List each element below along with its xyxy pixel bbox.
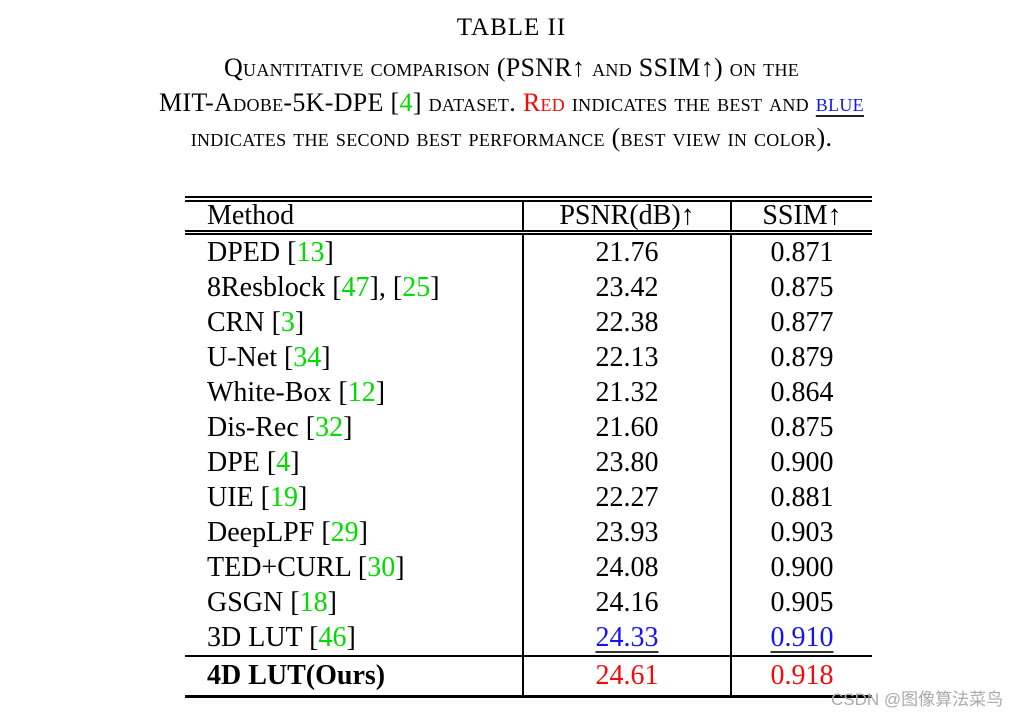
citation-number: 32 xyxy=(315,411,344,443)
psnr-cell: 21.76 xyxy=(522,232,732,270)
caption-red-text: Red xyxy=(522,88,566,117)
method-cell: CRN [3] xyxy=(207,306,305,338)
citation-number: 46 xyxy=(318,621,347,653)
header-ssim: SSIM↑ xyxy=(731,196,872,235)
table-row: DPE [4] 23.80 0.900 xyxy=(185,445,872,480)
method-cell: 4D LUT(Ours) xyxy=(185,655,523,698)
method-cell: TED+CURL [30] xyxy=(207,551,405,583)
citation-number: 34 xyxy=(293,341,322,373)
table-row: Dis-Rec [32] 21.60 0.875 xyxy=(185,410,872,445)
table-row: 8Resblock [47], [25] 23.42 0.875 xyxy=(185,270,872,305)
ssim-cell: 0.864 xyxy=(770,376,834,408)
citation-number: 3 xyxy=(280,306,295,338)
psnr-cell: 24.08 xyxy=(522,550,732,585)
psnr-cell: 24.16 xyxy=(522,585,732,620)
table-caption: Quantitative comparison (PSNR↑ and SSIM↑… xyxy=(0,50,1023,155)
psnr-cell: 22.38 xyxy=(522,305,732,340)
method-cell: Dis-Rec [32] xyxy=(207,411,353,443)
psnr-cell: 23.80 xyxy=(522,445,732,480)
method-cell: U-Net [34] xyxy=(207,341,331,373)
psnr-cell: 22.27 xyxy=(522,480,732,515)
method-cell: GSGN [18] xyxy=(207,586,337,618)
ssim-cell: 0.905 xyxy=(770,586,834,618)
ssim-cell: 0.881 xyxy=(770,481,834,513)
citation-number: 13 xyxy=(296,236,325,268)
table-row: CRN [3] 22.38 0.877 xyxy=(185,305,872,340)
table-row: UIE [19] 22.27 0.881 xyxy=(185,480,872,515)
caption-blue-text: blue xyxy=(815,88,864,117)
citation-number: 18 xyxy=(299,586,328,618)
table-row: White-Box [12] 21.32 0.864 xyxy=(185,375,872,410)
watermark: CSDN @图像算法菜鸟 xyxy=(831,690,1004,709)
ssim-cell: 0.900 xyxy=(770,446,834,478)
citation-number: 4 xyxy=(276,446,291,478)
header-psnr: PSNR(dB)↑ xyxy=(522,196,732,235)
citation-number: 47 xyxy=(341,271,370,303)
table-body: DPED [13] 21.76 0.871 8Resblock [47], [25] 2… xyxy=(185,232,872,698)
ssim-cell: 0.879 xyxy=(770,341,834,373)
table-row: DPED [13] 21.76 0.871 xyxy=(185,232,872,270)
citation-number: 29 xyxy=(330,516,359,548)
psnr-cell: 23.42 xyxy=(522,270,732,305)
ssim-cell: 0.871 xyxy=(770,236,834,268)
table-row: TED+CURL [30] 24.08 0.900 xyxy=(185,550,872,585)
psnr-cell: 21.32 xyxy=(522,375,732,410)
caption-line: indicates the second best performance (b… xyxy=(190,123,833,152)
psnr-cell: 23.93 xyxy=(522,515,732,550)
psnr-cell: 22.13 xyxy=(522,340,732,375)
caption-line: MIT-Adobe-5K-DPE [4] dataset. Red indica… xyxy=(159,88,864,117)
caption-green-text: 4 xyxy=(399,88,413,117)
table-row: 4D LUT(Ours) 24.61 0.918 xyxy=(185,655,872,698)
header-row: Method PSNR(dB)↑ SSIM↑ xyxy=(185,196,872,235)
psnr-cell: 24.61 xyxy=(522,655,732,698)
citation-number: 12 xyxy=(347,376,376,408)
citation-number: 25 xyxy=(402,271,431,303)
method-cell: DPE [4] xyxy=(207,446,300,478)
method-cell: 3D LUT [46] xyxy=(207,621,356,653)
caption-line: Quantitative comparison (PSNR↑ and SSIM↑… xyxy=(223,53,800,82)
table-row: U-Net [34] 22.13 0.879 xyxy=(185,340,872,375)
table-row: 3D LUT [46] 24.33 0.910 xyxy=(185,620,872,656)
ssim-cell: 0.910 xyxy=(770,621,834,653)
method-cell: DPED [13] xyxy=(207,236,334,268)
citation-number: 30 xyxy=(367,551,396,583)
method-cell: White-Box [12] xyxy=(207,376,386,408)
method-cell: UIE [19] xyxy=(207,481,308,513)
header-method: Method xyxy=(185,196,523,235)
method-cell: DeepLPF [29] xyxy=(207,516,368,548)
citation-number: 19 xyxy=(269,481,298,513)
psnr-cell: 21.60 xyxy=(522,410,732,445)
psnr-cell: 24.33 xyxy=(522,620,732,656)
table-row: GSGN [18] 24.16 0.905 xyxy=(185,585,872,620)
table-heading: TABLE II Quantitative comparison (PSNR↑ … xyxy=(0,12,1023,155)
ssim-cell: 0.900 xyxy=(770,551,834,583)
table-title: TABLE II xyxy=(456,14,567,41)
ssim-cell: 0.877 xyxy=(770,306,834,338)
ssim-cell: 0.918 xyxy=(731,655,872,698)
ssim-cell: 0.903 xyxy=(770,516,834,548)
results-table: Method PSNR(dB)↑ SSIM↑ DPED [13] 21.76 0.8… xyxy=(185,196,872,698)
table-row: DeepLPF [29] 23.93 0.903 xyxy=(185,515,872,550)
ssim-cell: 0.875 xyxy=(770,411,834,443)
method-cell: 8Resblock [47], [25] xyxy=(207,271,440,303)
ssim-cell: 0.875 xyxy=(770,271,834,303)
